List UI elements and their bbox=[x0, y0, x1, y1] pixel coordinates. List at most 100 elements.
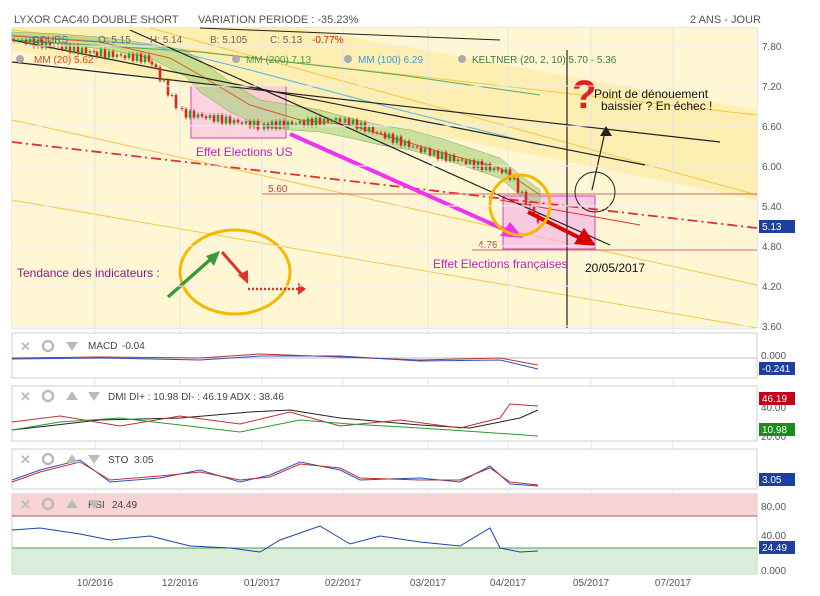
candle-body bbox=[170, 95, 174, 97]
candle-body bbox=[184, 109, 188, 118]
candle-body bbox=[200, 114, 204, 117]
close-icon[interactable]: ✕ bbox=[20, 452, 31, 467]
candle-body bbox=[60, 45, 64, 50]
candle-body bbox=[44, 41, 48, 48]
x-tick-label: 01/2017 bbox=[244, 578, 281, 589]
macd-scale: 0.000 bbox=[761, 351, 786, 362]
move-up-icon[interactable] bbox=[66, 391, 78, 400]
rsi-value: 24.49 bbox=[112, 500, 137, 511]
y-tick-label: 6.60 bbox=[762, 122, 782, 133]
annot-point-2: baissier ? En échec ! bbox=[601, 99, 712, 113]
macd-label: MACD bbox=[88, 341, 117, 352]
gear-icon[interactable] bbox=[458, 55, 466, 63]
gear-icon[interactable] bbox=[16, 55, 24, 63]
x-tick-label: 12/2016 bbox=[162, 578, 199, 589]
candle-body bbox=[224, 116, 228, 124]
annot-date: 20/05/2017 bbox=[585, 261, 645, 275]
macd-value: -0.04 bbox=[122, 341, 145, 352]
candle-body bbox=[351, 119, 355, 125]
candle-body bbox=[236, 119, 240, 123]
move-up-icon[interactable] bbox=[66, 454, 78, 463]
rsi-label: RSI bbox=[88, 500, 105, 511]
close-icon[interactable]: ✕ bbox=[20, 389, 31, 404]
candle-body bbox=[208, 115, 212, 119]
move-down-icon[interactable] bbox=[88, 500, 100, 509]
candle-body bbox=[99, 49, 103, 57]
annot-question: ? bbox=[572, 73, 596, 117]
candle-body bbox=[12, 39, 16, 42]
gear-icon[interactable] bbox=[232, 55, 240, 63]
band-line-2 bbox=[11, 119, 758, 286]
candle-body bbox=[395, 136, 399, 143]
annot-point-1: Point de dénouement bbox=[594, 87, 709, 101]
candle-body bbox=[20, 39, 24, 41]
red-arrow-head bbox=[574, 228, 596, 246]
candle-body bbox=[24, 39, 28, 45]
candle-body bbox=[36, 39, 40, 47]
move-down-icon[interactable] bbox=[66, 342, 78, 351]
candle-body bbox=[80, 47, 84, 54]
dmi-minus bbox=[11, 403, 539, 429]
tendance-green-arrow bbox=[166, 256, 214, 299]
candle-body bbox=[228, 116, 232, 124]
macd-panel: MACD -0.04 0.000 -0.241 bbox=[11, 332, 795, 379]
gear-icon[interactable] bbox=[41, 452, 55, 466]
candle-body bbox=[367, 126, 371, 132]
candle-body bbox=[68, 44, 72, 53]
gear-icon[interactable] bbox=[344, 55, 352, 63]
candle-body bbox=[492, 168, 496, 171]
close-icon[interactable]: ✕ bbox=[20, 497, 31, 512]
gear-icon[interactable] bbox=[41, 339, 55, 353]
trendline-3 bbox=[129, 29, 611, 246]
candle-body bbox=[103, 49, 107, 58]
magenta-arrow-line bbox=[289, 132, 511, 234]
dmi-label: DMI DI+ : 10.98 DI- : 46.19 ADX : 38.46 bbox=[108, 392, 284, 403]
candle-body bbox=[456, 159, 460, 162]
candle-body bbox=[95, 51, 99, 57]
move-up-icon[interactable] bbox=[66, 499, 78, 508]
candle-body bbox=[391, 133, 395, 143]
sto-label: STO bbox=[108, 455, 129, 466]
candle-body bbox=[343, 118, 347, 123]
dmi-panel: DMI DI+ : 10.98 DI- : 46.19 ADX : 38.46 … bbox=[11, 385, 795, 443]
candle-body bbox=[212, 115, 216, 122]
candle-body bbox=[139, 53, 143, 63]
candle-body bbox=[282, 120, 286, 128]
annot-tendance: Tendance des indicateurs : bbox=[17, 266, 160, 280]
black-circle bbox=[574, 171, 616, 213]
candle-body bbox=[452, 155, 456, 162]
gear-icon[interactable] bbox=[41, 389, 55, 403]
candle-body bbox=[484, 164, 488, 170]
candle-body bbox=[174, 95, 178, 109]
candle-body bbox=[318, 117, 322, 125]
candle-body bbox=[232, 119, 236, 124]
keltner-fill bbox=[11, 31, 541, 206]
legend-low: B: 5.105 bbox=[210, 35, 248, 46]
dmi-scale-top: 40.00 bbox=[761, 403, 786, 414]
period-selector[interactable]: 2 ANS - JOUR bbox=[690, 14, 761, 26]
candle-body bbox=[326, 118, 330, 122]
candle-body bbox=[220, 114, 224, 124]
move-down-icon[interactable] bbox=[88, 455, 100, 464]
candle-body bbox=[216, 114, 220, 122]
candle-body bbox=[147, 55, 151, 62]
legend-gear-icons bbox=[16, 55, 466, 63]
candle-body bbox=[119, 54, 123, 56]
candle-body bbox=[162, 80, 166, 82]
trendline-4 bbox=[199, 27, 501, 41]
candle-body bbox=[444, 152, 448, 161]
sto-badge: 3.05 bbox=[762, 475, 782, 486]
rsi-scale-40: 40.00 bbox=[761, 531, 786, 542]
candle-body bbox=[363, 122, 367, 132]
sto-line-red bbox=[11, 461, 539, 486]
gear-icon[interactable] bbox=[41, 497, 55, 511]
candle-body bbox=[524, 191, 528, 204]
move-down-icon[interactable] bbox=[88, 392, 100, 401]
black-arrow-line bbox=[591, 131, 606, 191]
candle-body bbox=[180, 108, 184, 110]
candle-body bbox=[32, 38, 36, 47]
close-icon[interactable]: ✕ bbox=[20, 339, 31, 354]
candle-body bbox=[135, 53, 139, 61]
red-arrow-line bbox=[527, 210, 585, 242]
candle-body bbox=[28, 38, 32, 45]
